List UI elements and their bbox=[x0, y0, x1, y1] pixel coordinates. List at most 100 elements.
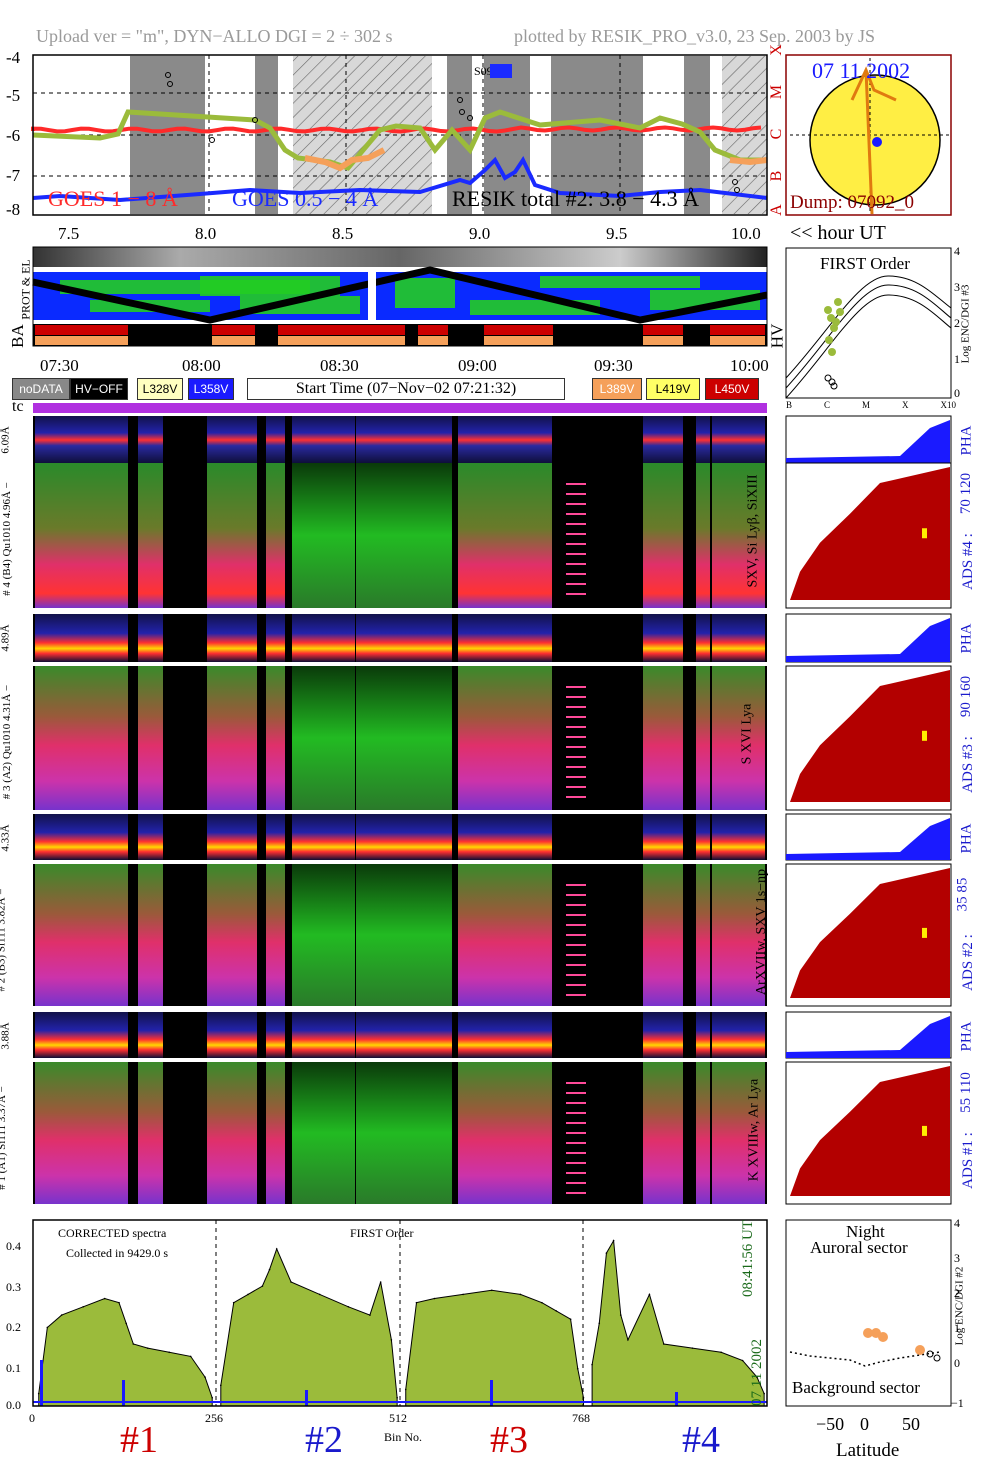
prot-el-label: PROT & EL bbox=[18, 259, 33, 320]
lat-x-label: Latitude bbox=[836, 1440, 900, 1461]
pha-strip-column bbox=[356, 614, 452, 662]
fo-y-tick: 2 bbox=[954, 316, 960, 330]
spectrogram-tick bbox=[566, 766, 586, 768]
pha-mini-area bbox=[786, 618, 950, 662]
channel-1-label: #1 bbox=[120, 1419, 158, 1461]
ads-area bbox=[790, 868, 950, 998]
fo-outlier bbox=[828, 378, 836, 386]
spectrum-point bbox=[605, 1252, 608, 1254]
latitude-panel bbox=[785, 1219, 952, 1407]
fo-outlier bbox=[830, 382, 838, 390]
first-order-title: FIRST Order bbox=[820, 254, 910, 273]
ads-marker bbox=[922, 927, 927, 938]
goes-05-4-label: GOES 0.5 − 4 Å bbox=[232, 186, 379, 211]
spectrum-point bbox=[462, 1293, 464, 1296]
legend-l389: L389V bbox=[592, 378, 642, 400]
spectrum-point bbox=[247, 1293, 249, 1296]
spectrogram-column bbox=[356, 666, 452, 810]
spectrogram-tick bbox=[566, 924, 586, 926]
pha-word: PHA bbox=[958, 425, 975, 456]
spectrum-point bbox=[555, 1310, 558, 1312]
spectrogram-column bbox=[458, 864, 552, 1006]
spectrogram-tick bbox=[566, 944, 586, 946]
spectrogram-tick bbox=[566, 533, 586, 535]
ads-marker bbox=[922, 1125, 927, 1136]
fo-point bbox=[834, 298, 842, 306]
legend-l450: L450V bbox=[705, 378, 759, 400]
pha-strip-column bbox=[292, 814, 355, 860]
ads-area bbox=[790, 467, 950, 600]
spectrogram-tick bbox=[566, 1192, 586, 1194]
pha-strip-column bbox=[712, 1012, 765, 1058]
pha-strip-column bbox=[292, 416, 355, 464]
goes-x-tick: 10.0 bbox=[731, 224, 761, 243]
spectrogram-tick bbox=[566, 736, 586, 738]
spectrogram-tick bbox=[566, 964, 586, 966]
spec-y-tick: 0.0 bbox=[6, 1398, 21, 1412]
hv-band-l389 bbox=[418, 336, 448, 345]
pha-strip-column bbox=[292, 1012, 355, 1058]
fo-point bbox=[836, 308, 844, 316]
spectrum-point bbox=[103, 1297, 106, 1300]
spectrum-point bbox=[598, 1322, 601, 1325]
spec-x-tick: 768 bbox=[572, 1411, 590, 1425]
pha-strip-column bbox=[266, 614, 285, 662]
pha-strip-column bbox=[696, 614, 710, 662]
lat-y-tick: 2 bbox=[954, 1286, 960, 1300]
spectrogram-tick bbox=[566, 573, 586, 575]
spectrum-plot bbox=[32, 1219, 768, 1407]
sun-date: 07 11 2002 bbox=[812, 58, 911, 83]
pha-strip-column bbox=[356, 1012, 452, 1058]
pha-strip-column bbox=[643, 614, 683, 662]
spectrum-point bbox=[612, 1239, 615, 1242]
spectrum-point bbox=[662, 1343, 665, 1345]
goes-y-tick: -4 bbox=[6, 48, 21, 67]
spectrogram-tick bbox=[566, 1172, 586, 1174]
channel-main-label: # 4 (B4) Qu1010 4.96Å − bbox=[0, 482, 13, 596]
spec-x-tick: 256 bbox=[205, 1411, 223, 1425]
channel-lines-label: S XVI Lya bbox=[739, 703, 755, 765]
spectrogram-tick bbox=[566, 716, 586, 718]
spectrum-point bbox=[204, 1376, 206, 1378]
spectrogram-column bbox=[643, 666, 683, 810]
hv-band-l450 bbox=[35, 325, 128, 335]
spectrogram-tick bbox=[566, 884, 586, 886]
spectrum-point bbox=[189, 1355, 192, 1358]
lat-x-tick: 0 bbox=[860, 1414, 869, 1434]
spectrogram-column bbox=[292, 1062, 355, 1204]
spectrogram-column bbox=[292, 864, 355, 1006]
hv-band-l450 bbox=[710, 325, 765, 335]
spectrogram-tick bbox=[566, 563, 586, 565]
spectrum-point bbox=[741, 1359, 744, 1362]
pha-strip-column bbox=[643, 416, 683, 464]
spectrum-point bbox=[648, 1293, 651, 1296]
spec-x-label: Bin No. bbox=[384, 1430, 423, 1444]
hv-band-l450 bbox=[643, 325, 683, 335]
collected-label: Collected in 9429.0 s bbox=[66, 1246, 168, 1260]
lat-y-tick: 1 bbox=[954, 1321, 960, 1335]
spectrogram-tick bbox=[566, 1092, 586, 1094]
spectrogram-tick bbox=[566, 706, 586, 708]
spectrogram-column bbox=[696, 463, 710, 608]
spectrogram-column bbox=[356, 463, 452, 608]
pha-strip-column bbox=[696, 416, 710, 464]
channel-main-label: # 2 (B3) Si111 3.82Å − bbox=[0, 888, 8, 991]
spectrogram-tick bbox=[566, 543, 586, 545]
spectrum-point bbox=[168, 1351, 170, 1354]
spectrogram-tick bbox=[566, 1142, 586, 1144]
goes-y-tick: -7 bbox=[6, 166, 21, 185]
spectrogram-column bbox=[712, 666, 765, 810]
spectrogram-column bbox=[35, 864, 128, 1006]
spectrum-point bbox=[261, 1285, 264, 1287]
ads-label: ADS #3 : bbox=[959, 736, 976, 793]
pha-word: PHA bbox=[958, 823, 975, 854]
hv-band-l389 bbox=[35, 336, 128, 345]
spectrogram-column bbox=[458, 666, 552, 810]
time-tick: 08:30 bbox=[320, 356, 359, 375]
ads-range: 70 120 bbox=[958, 472, 975, 515]
particle-patch bbox=[540, 276, 700, 288]
saa-label: S09 bbox=[474, 64, 493, 78]
spectrum-point bbox=[396, 1396, 398, 1399]
spectrogram-tick bbox=[566, 503, 586, 505]
pha-mini-area bbox=[786, 1016, 950, 1058]
